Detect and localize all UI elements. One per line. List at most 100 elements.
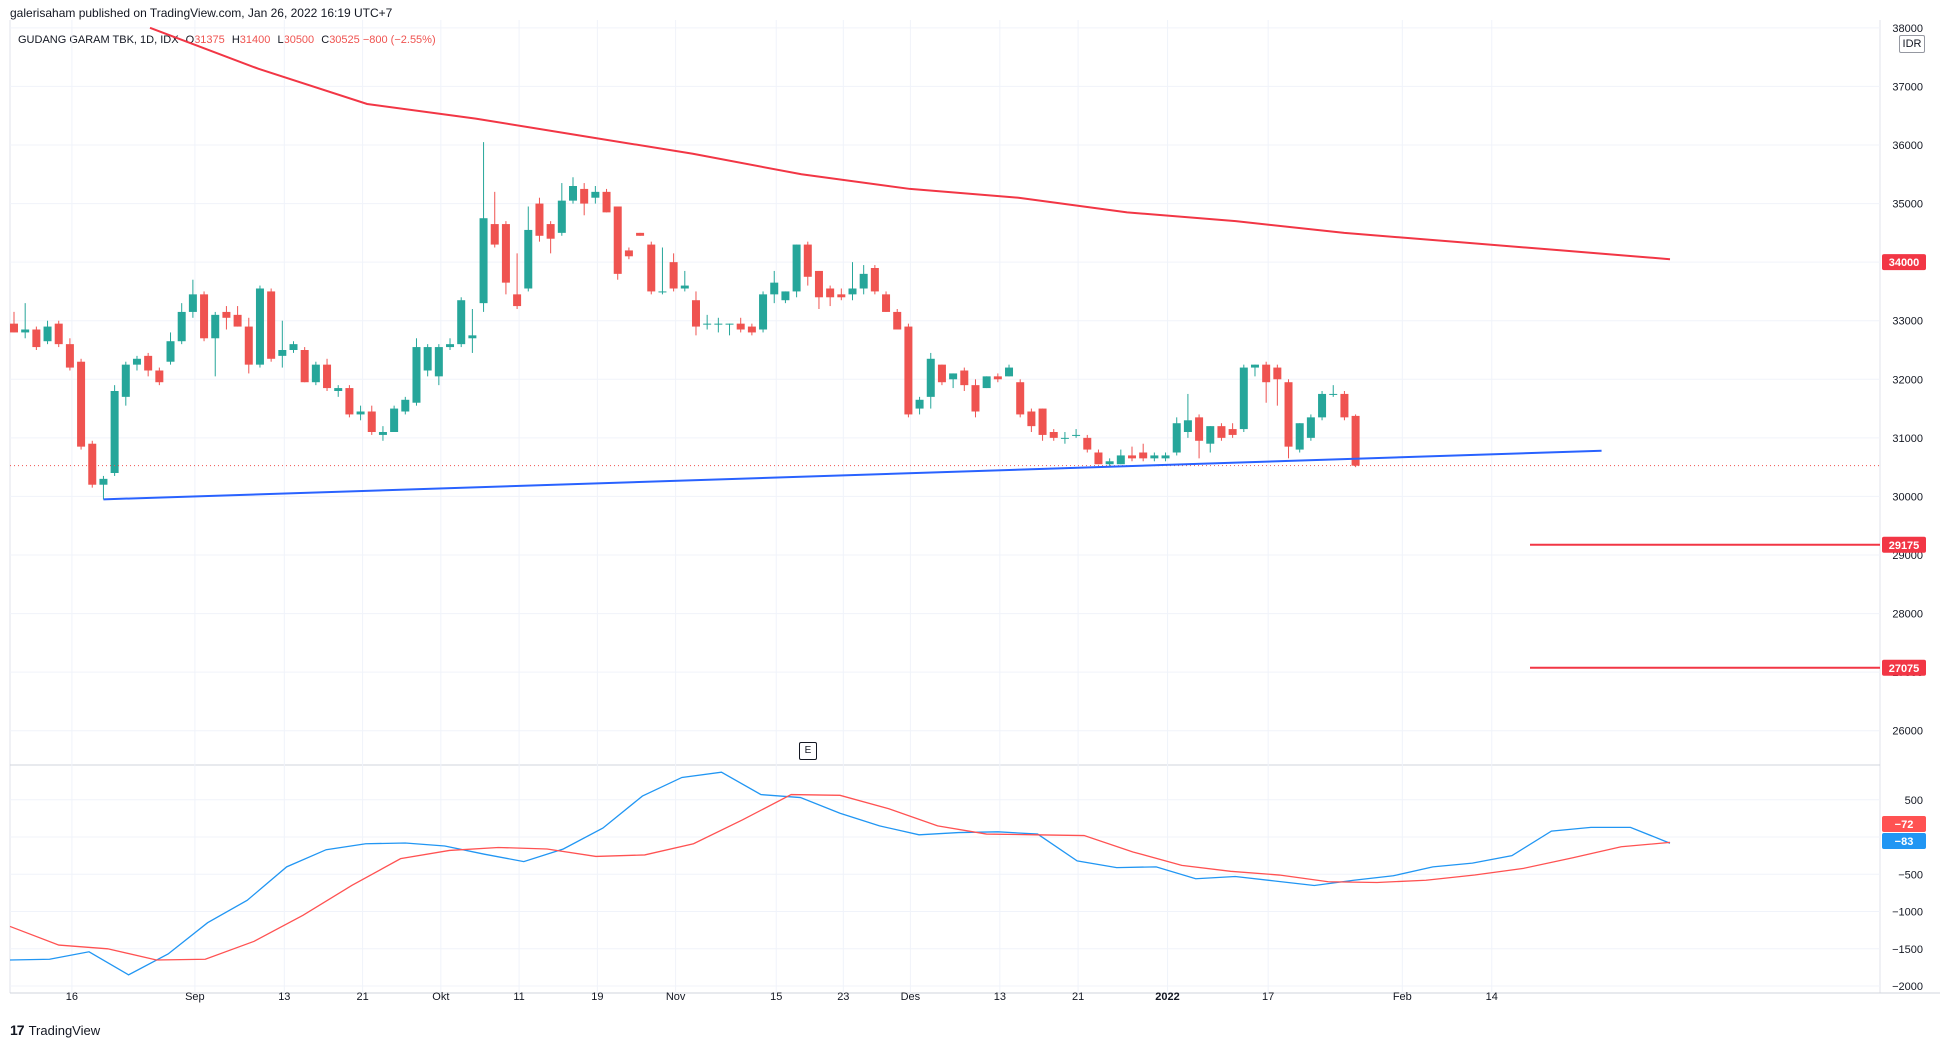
candle-down xyxy=(893,312,901,330)
price-tick-label: 32000 xyxy=(1892,374,1923,386)
candle-up xyxy=(569,186,577,201)
candle-up xyxy=(770,283,778,295)
candle-up xyxy=(21,330,29,333)
candle-down xyxy=(234,315,242,327)
price-chart[interactable]: 2600027000280002900030000310003200033000… xyxy=(0,0,1940,1010)
macd-tick-label: −2000 xyxy=(1892,981,1923,993)
price-tick-label: 30000 xyxy=(1892,491,1923,503)
macd-value-label: −83 xyxy=(1895,836,1914,848)
candle-up xyxy=(916,400,924,409)
candle-down xyxy=(513,294,521,306)
signal-value-label: −72 xyxy=(1895,819,1914,831)
candle-down xyxy=(1195,417,1203,440)
candle-down xyxy=(1217,426,1225,438)
candle-down xyxy=(245,327,253,365)
tradingview-logo[interactable]: 17 TradingView xyxy=(10,1022,100,1038)
price-tick-label: 38000 xyxy=(1892,23,1923,35)
candle-up xyxy=(446,344,454,347)
macd-pane xyxy=(10,772,1670,975)
candle-up xyxy=(714,324,722,325)
candle-down xyxy=(32,330,40,348)
candle-down xyxy=(323,365,331,388)
candle-down xyxy=(1094,453,1102,465)
candle-up xyxy=(290,344,298,350)
candle-down xyxy=(301,350,309,382)
candle-up xyxy=(1106,461,1114,464)
price-tick-label: 37000 xyxy=(1892,81,1923,93)
candle-down xyxy=(580,189,588,204)
ma-price-label: 34000 xyxy=(1889,257,1920,269)
candle-down xyxy=(144,356,152,371)
candle-down xyxy=(1128,455,1136,458)
time-tick-label: 16 xyxy=(66,991,78,1003)
candle-up xyxy=(211,315,219,338)
candle-up xyxy=(1061,438,1069,439)
candle-up xyxy=(1162,455,1170,458)
candle-down xyxy=(1273,368,1281,380)
candle-down xyxy=(670,262,678,288)
candle-up xyxy=(681,286,689,289)
candle-down xyxy=(971,385,979,411)
candle-down xyxy=(737,324,745,330)
level-price-label: 29175 xyxy=(1889,540,1920,552)
candle-down xyxy=(1229,429,1237,435)
candle-up xyxy=(1173,423,1181,452)
candle-up xyxy=(256,289,264,365)
tradingview-logo-text: TradingView xyxy=(29,1023,101,1038)
time-tick-label: 2022 xyxy=(1155,991,1179,1003)
candle-down xyxy=(636,233,644,236)
time-tick-label: Sep xyxy=(185,991,205,1003)
price-tick-label: 31000 xyxy=(1892,433,1923,445)
candle-up xyxy=(189,294,197,312)
macd-tick-label: −1000 xyxy=(1892,907,1923,919)
candle-up xyxy=(558,201,566,233)
candle-up xyxy=(390,409,398,432)
time-tick-label: 13 xyxy=(278,991,290,1003)
candle-up xyxy=(983,376,991,388)
candle-up xyxy=(167,341,175,362)
candle-up xyxy=(1296,423,1304,449)
time-tick-label: Okt xyxy=(432,991,449,1003)
candle-up xyxy=(424,347,432,370)
candle-up xyxy=(133,359,141,365)
candle-down xyxy=(155,371,163,383)
candle-down xyxy=(1050,432,1058,438)
candle-down xyxy=(748,327,756,333)
macd-line xyxy=(10,772,1670,975)
candle-down xyxy=(804,245,812,277)
candle-up xyxy=(1206,426,1214,444)
time-tick-label: 19 xyxy=(591,991,603,1003)
price-tick-label: 28000 xyxy=(1892,609,1923,621)
candle-down xyxy=(826,289,834,298)
candle-up xyxy=(1240,368,1248,430)
candle-down xyxy=(837,294,845,297)
candle-up xyxy=(357,412,365,415)
candle-down xyxy=(535,204,543,236)
time-tick-label: 21 xyxy=(1072,991,1084,1003)
candle-down xyxy=(1016,382,1024,414)
time-tick-label: Nov xyxy=(666,991,686,1003)
candle-up xyxy=(178,312,186,341)
candle-up xyxy=(1318,394,1326,417)
candle-up xyxy=(524,230,532,289)
price-tick-label: 33000 xyxy=(1892,316,1923,328)
candle-up xyxy=(793,245,801,292)
time-tick-label: 17 xyxy=(1262,991,1274,1003)
candle-up xyxy=(401,400,409,412)
candle-up xyxy=(1005,368,1013,377)
time-tick-label: 21 xyxy=(356,991,368,1003)
candle-down xyxy=(871,268,879,291)
candle-up xyxy=(849,289,857,295)
candle-down xyxy=(491,224,499,245)
candle-down xyxy=(1139,453,1147,459)
level-price-label: 27075 xyxy=(1889,663,1920,675)
candle-up xyxy=(1329,394,1337,395)
candle-up xyxy=(949,373,957,379)
candle-down xyxy=(625,250,633,256)
candle-down xyxy=(345,388,353,414)
candle-up xyxy=(457,300,465,344)
candle-up xyxy=(1184,420,1192,432)
candle-down xyxy=(904,327,912,415)
price-tick-label: 35000 xyxy=(1892,199,1923,211)
candle-up xyxy=(759,294,767,329)
